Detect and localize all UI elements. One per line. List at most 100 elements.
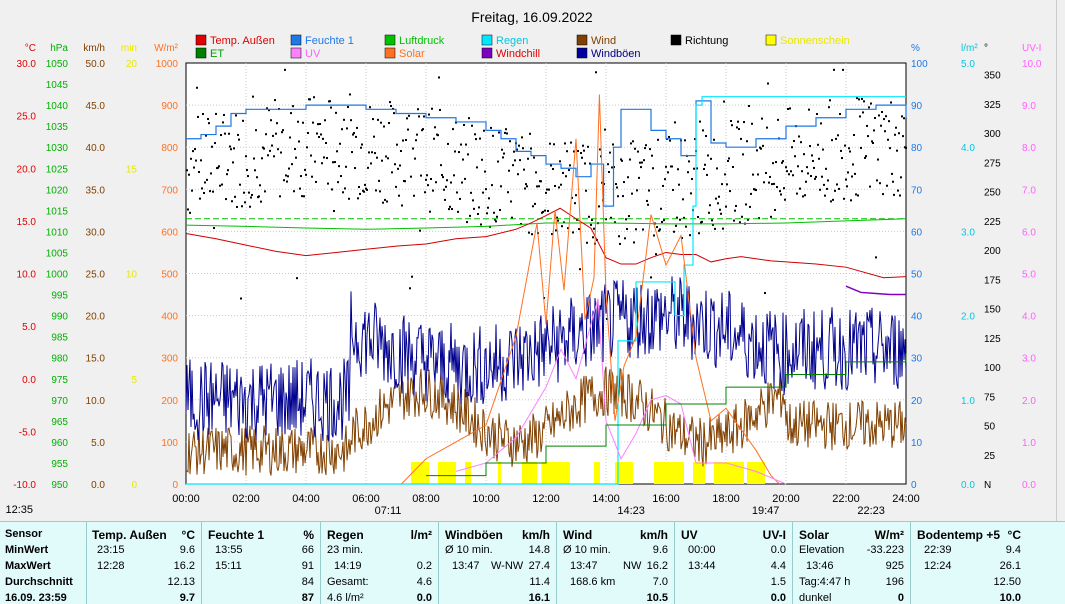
direction-dot: [448, 208, 450, 211]
direction-dot: [336, 150, 338, 153]
direction-dot: [722, 227, 724, 230]
direction-dot: [476, 166, 478, 169]
direction-dot: [420, 174, 422, 177]
axis-tick-label: 125: [984, 334, 1001, 345]
direction-dot: [272, 134, 274, 137]
direction-dot: [223, 113, 225, 116]
direction-dot: [564, 142, 566, 145]
direction-dot: [580, 152, 582, 155]
col-unit: km/h: [639, 528, 668, 542]
x-tick-label: 16:00: [652, 493, 680, 505]
cell: 1.5: [770, 576, 786, 588]
direction-dot: [739, 221, 741, 224]
direction-dot: [502, 156, 504, 159]
legend-label: Sonnenschein: [780, 35, 850, 47]
direction-dot: [611, 166, 613, 169]
axis-tick-label: 15.0: [17, 217, 37, 228]
cell: 196: [885, 576, 904, 588]
direction-dot: [732, 166, 734, 169]
direction-dot: [302, 121, 304, 124]
direction-dot: [858, 98, 860, 101]
direction-dot: [249, 205, 251, 208]
direction-dot: [647, 203, 649, 206]
axis-tick-label: 10.0: [1022, 59, 1042, 70]
direction-dot: [457, 210, 459, 213]
direction-dot: [380, 121, 382, 124]
direction-dot: [808, 108, 810, 111]
table-col-uv: UV UV-I 00:00 0.0 13:44 4.4 1.5 0.0: [675, 522, 793, 604]
direction-dot: [891, 172, 893, 175]
axis-tick-label: N: [984, 480, 991, 491]
direction-dot: [348, 197, 350, 200]
direction-dot: [412, 147, 414, 150]
direction-dot: [402, 139, 404, 142]
direction-dot: [351, 151, 353, 154]
series-windchill: [845, 285, 906, 296]
direction-dot: [581, 156, 583, 159]
row-label-avg: Durchschnitt: [5, 576, 73, 588]
cell: 87: [301, 592, 314, 604]
cell: 9.6: [179, 544, 195, 556]
direction-dot: [719, 208, 721, 211]
legend-label: Wind: [591, 35, 616, 47]
direction-dot: [627, 176, 629, 179]
direction-dot: [341, 128, 343, 131]
direction-dot: [365, 187, 367, 190]
direction-dot: [445, 185, 447, 188]
direction-dot: [565, 175, 567, 178]
cell: 4.4: [770, 560, 786, 572]
row-label-min: MinWert: [5, 544, 49, 556]
direction-dot: [650, 276, 652, 279]
direction-dot: [745, 203, 747, 206]
legend-swatch: [576, 47, 588, 59]
direction-dot: [849, 150, 851, 153]
direction-dot: [190, 157, 192, 160]
direction-dot: [570, 141, 572, 144]
direction-dot: [213, 227, 215, 230]
direction-dot: [528, 231, 530, 234]
direction-dot: [755, 189, 757, 192]
legend-label: Richtung: [685, 35, 728, 47]
axis-tick-label: 50: [911, 270, 923, 281]
direction-dot: [327, 182, 329, 185]
direction-dot: [323, 156, 325, 159]
direction-dot: [867, 135, 869, 138]
direction-dot: [478, 206, 480, 209]
axis-tick-label: 225: [984, 217, 1001, 228]
direction-dot: [678, 183, 680, 186]
axes: °C 30.0 25.0 20.0 15.0 10.0 5.0 0.0 -5.0 -10.0 hPa…: [13, 43, 1042, 491]
direction-dot: [673, 230, 675, 233]
cell: 0.0: [770, 544, 786, 556]
direction-dot: [378, 179, 380, 182]
axis-unit: UV-I: [1022, 43, 1041, 54]
cell: 13:46: [806, 560, 834, 572]
direction-dot: [229, 145, 231, 148]
direction-dot: [554, 184, 556, 187]
legend-label: Solar: [399, 48, 425, 60]
direction-dot: [232, 161, 234, 164]
direction-dot: [590, 223, 592, 226]
direction-dot: [667, 171, 669, 174]
direction-dot: [688, 160, 690, 163]
legend-label: Regen: [496, 35, 528, 47]
direction-dot: [375, 189, 377, 192]
direction-dot: [508, 169, 510, 172]
row-label-last: 16.09. 23:59: [5, 592, 67, 604]
vertical-scrollbar[interactable]: [1056, 0, 1065, 521]
direction-dot: [486, 212, 488, 215]
direction-dot: [664, 178, 666, 181]
direction-dot: [542, 210, 544, 213]
axis-tick-label: 50: [984, 422, 996, 433]
direction-dot: [233, 147, 235, 150]
direction-dot: [651, 154, 653, 157]
direction-dot: [284, 68, 286, 71]
col-header: Solar: [799, 528, 830, 542]
direction-dot: [493, 211, 495, 214]
axis-tick-label: 15: [126, 164, 138, 175]
axis-tick-label: 60: [911, 227, 923, 238]
direction-dot: [368, 151, 370, 154]
direction-dot: [617, 195, 619, 198]
direction-dot: [638, 176, 640, 179]
cell: -33.223: [866, 544, 904, 556]
direction-dot: [527, 157, 529, 160]
